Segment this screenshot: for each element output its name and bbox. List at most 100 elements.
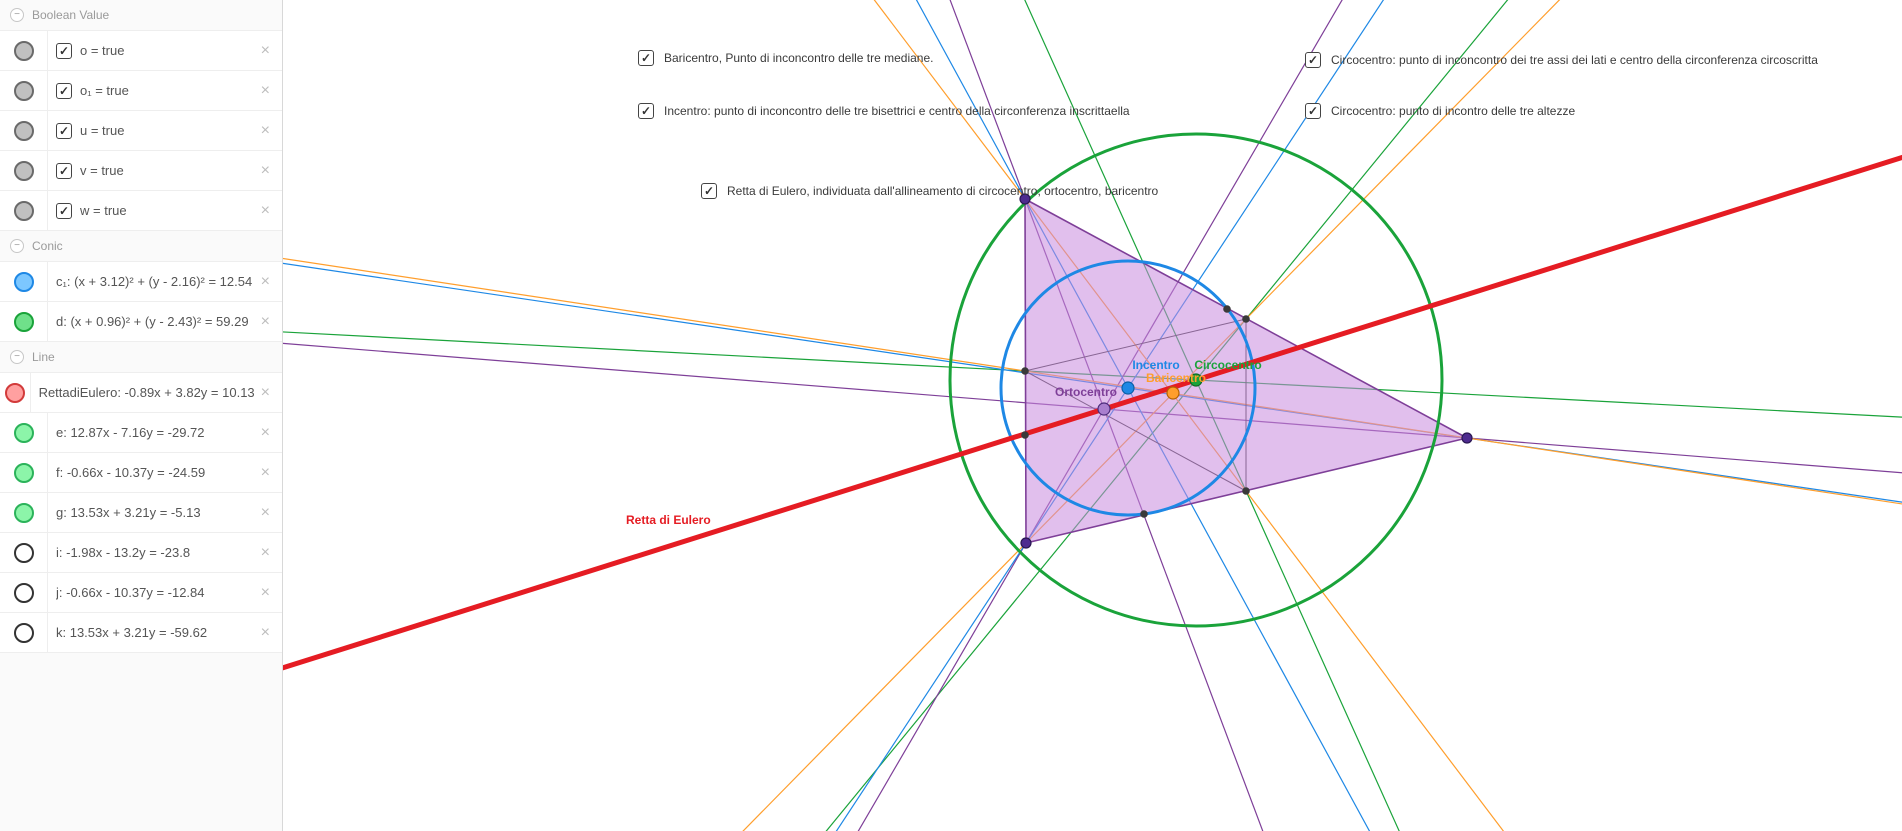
visibility-toggle[interactable]: [0, 262, 48, 301]
toggle-checkbox[interactable]: Circocentro: punto di inconcontro dei tr…: [1305, 52, 1818, 68]
point-label-circ: Circocentro: [1194, 358, 1261, 372]
checkbox-icon[interactable]: [701, 183, 717, 199]
row-content[interactable]: j: -0.66x - 10.37y = -12.84×: [48, 573, 282, 612]
checkbox-icon[interactable]: [1305, 52, 1321, 68]
object-row[interactable]: e: 12.87x - 7.16y = -29.72×: [0, 413, 282, 453]
section-title: Boolean Value: [32, 8, 109, 22]
boolean-checkbox[interactable]: [56, 83, 72, 99]
close-icon[interactable]: ×: [255, 584, 276, 602]
checkbox-icon[interactable]: [638, 50, 654, 66]
boolean-checkbox[interactable]: [56, 163, 72, 179]
color-swatch-icon: [14, 41, 34, 61]
object-row[interactable]: g: 13.53x + 3.21y = -5.13×: [0, 493, 282, 533]
close-icon[interactable]: ×: [255, 504, 276, 522]
boolean-checkbox[interactable]: [56, 43, 72, 59]
checkbox-icon[interactable]: [1305, 103, 1321, 119]
visibility-toggle[interactable]: [0, 533, 48, 572]
row-content[interactable]: RettadiEulero: -0.89x + 3.82y = 10.13×: [31, 373, 282, 412]
object-row[interactable]: o = true×: [0, 31, 282, 71]
row-content[interactable]: g: 13.53x + 3.21y = -5.13×: [48, 493, 282, 532]
point-label-ort: Ortocentro: [1055, 385, 1117, 399]
close-icon[interactable]: ×: [255, 384, 276, 402]
boolean-checkbox[interactable]: [56, 203, 72, 219]
color-swatch-icon: [14, 201, 34, 221]
object-row[interactable]: d: (x + 0.96)² + (y - 2.43)² = 59.29×: [0, 302, 282, 342]
close-icon[interactable]: ×: [255, 624, 276, 642]
visibility-toggle[interactable]: [0, 493, 48, 532]
object-row[interactable]: o₁ = true×: [0, 71, 282, 111]
toggle-checkbox[interactable]: Incentro: punto di inconcontro delle tre…: [638, 103, 1130, 119]
row-content[interactable]: d: (x + 0.96)² + (y - 2.43)² = 59.29×: [48, 302, 282, 341]
color-swatch-icon: [5, 383, 25, 403]
row-content[interactable]: e: 12.87x - 7.16y = -29.72×: [48, 413, 282, 452]
row-content[interactable]: i: -1.98x - 13.2y = -23.8×: [48, 533, 282, 572]
object-definition: o = true: [80, 43, 255, 58]
object-row[interactable]: f: -0.66x - 10.37y = -24.59×: [0, 453, 282, 493]
row-content[interactable]: o₁ = true×: [48, 71, 282, 110]
close-icon[interactable]: ×: [255, 464, 276, 482]
close-icon[interactable]: ×: [255, 42, 276, 60]
visibility-toggle[interactable]: [0, 71, 48, 110]
section-header-boolean[interactable]: −Boolean Value: [0, 0, 282, 31]
row-content[interactable]: f: -0.66x - 10.37y = -24.59×: [48, 453, 282, 492]
checkbox-icon[interactable]: [638, 103, 654, 119]
color-swatch-icon: [14, 423, 34, 443]
boolean-checkbox[interactable]: [56, 123, 72, 139]
color-swatch-icon: [14, 312, 34, 332]
visibility-toggle[interactable]: [0, 453, 48, 492]
collapse-icon[interactable]: −: [10, 8, 24, 22]
row-content[interactable]: v = true×: [48, 151, 282, 190]
section-header-line[interactable]: −Line: [0, 342, 282, 373]
object-row[interactable]: u = true×: [0, 111, 282, 151]
visibility-toggle[interactable]: [0, 573, 48, 612]
row-content[interactable]: c₁: (x + 3.12)² + (y - 2.16)² = 12.54×: [48, 262, 282, 301]
visibility-toggle[interactable]: [0, 302, 48, 341]
close-icon[interactable]: ×: [255, 162, 276, 180]
object-row[interactable]: k: 13.53x + 3.21y = -59.62×: [0, 613, 282, 653]
toggle-checkbox[interactable]: Circocentro: punto di incontro delle tre…: [1305, 103, 1575, 119]
visibility-toggle[interactable]: [0, 191, 48, 230]
geometry-svg: [283, 0, 1902, 831]
object-row[interactable]: c₁: (x + 3.12)² + (y - 2.16)² = 12.54×: [0, 262, 282, 302]
close-icon[interactable]: ×: [255, 122, 276, 140]
close-icon[interactable]: ×: [255, 202, 276, 220]
close-icon[interactable]: ×: [255, 82, 276, 100]
toggle-checkbox[interactable]: Retta di Eulero, individuata dall'alline…: [701, 183, 1158, 199]
toggle-checkbox[interactable]: Baricentro, Punto di inconcontro delle t…: [638, 50, 934, 66]
close-icon[interactable]: ×: [255, 424, 276, 442]
visibility-toggle[interactable]: [0, 151, 48, 190]
object-row[interactable]: i: -1.98x - 13.2y = -23.8×: [0, 533, 282, 573]
object-definition: c₁: (x + 3.12)² + (y - 2.16)² = 12.54: [56, 274, 255, 289]
row-content[interactable]: k: 13.53x + 3.21y = -59.62×: [48, 613, 282, 652]
row-content[interactable]: w = true×: [48, 191, 282, 230]
object-row[interactable]: w = true×: [0, 191, 282, 231]
section-header-conic[interactable]: −Conic: [0, 231, 282, 262]
close-icon[interactable]: ×: [255, 273, 276, 291]
close-icon[interactable]: ×: [255, 544, 276, 562]
collapse-icon[interactable]: −: [10, 239, 24, 253]
graphics-canvas[interactable]: Baricentro, Punto di inconcontro delle t…: [283, 0, 1902, 831]
visibility-toggle[interactable]: [0, 111, 48, 150]
visibility-toggle[interactable]: [0, 613, 48, 652]
point-label-inc: Incentro: [1132, 358, 1179, 372]
object-definition: d: (x + 0.96)² + (y - 2.43)² = 59.29: [56, 314, 255, 329]
algebra-sidebar[interactable]: −Boolean Valueo = true×o₁ = true×u = tru…: [0, 0, 283, 831]
color-swatch-icon: [14, 81, 34, 101]
object-row[interactable]: RettadiEulero: -0.89x + 3.82y = 10.13×: [0, 373, 282, 413]
collapse-icon[interactable]: −: [10, 350, 24, 364]
object-definition: f: -0.66x - 10.37y = -24.59: [56, 465, 255, 480]
visibility-toggle[interactable]: [0, 31, 48, 70]
checkbox-label: Circocentro: punto di incontro delle tre…: [1331, 104, 1575, 118]
euler-line-label: Retta di Eulero: [626, 513, 711, 527]
close-icon[interactable]: ×: [255, 313, 276, 331]
row-content[interactable]: u = true×: [48, 111, 282, 150]
object-row[interactable]: v = true×: [0, 151, 282, 191]
object-row[interactable]: j: -0.66x - 10.37y = -12.84×: [0, 573, 282, 613]
object-definition: e: 12.87x - 7.16y = -29.72: [56, 425, 255, 440]
visibility-toggle[interactable]: [0, 413, 48, 452]
section-title: Conic: [32, 239, 63, 253]
visibility-toggle[interactable]: [0, 373, 31, 412]
row-content[interactable]: o = true×: [48, 31, 282, 70]
color-swatch-icon: [14, 503, 34, 523]
color-swatch-icon: [14, 272, 34, 292]
